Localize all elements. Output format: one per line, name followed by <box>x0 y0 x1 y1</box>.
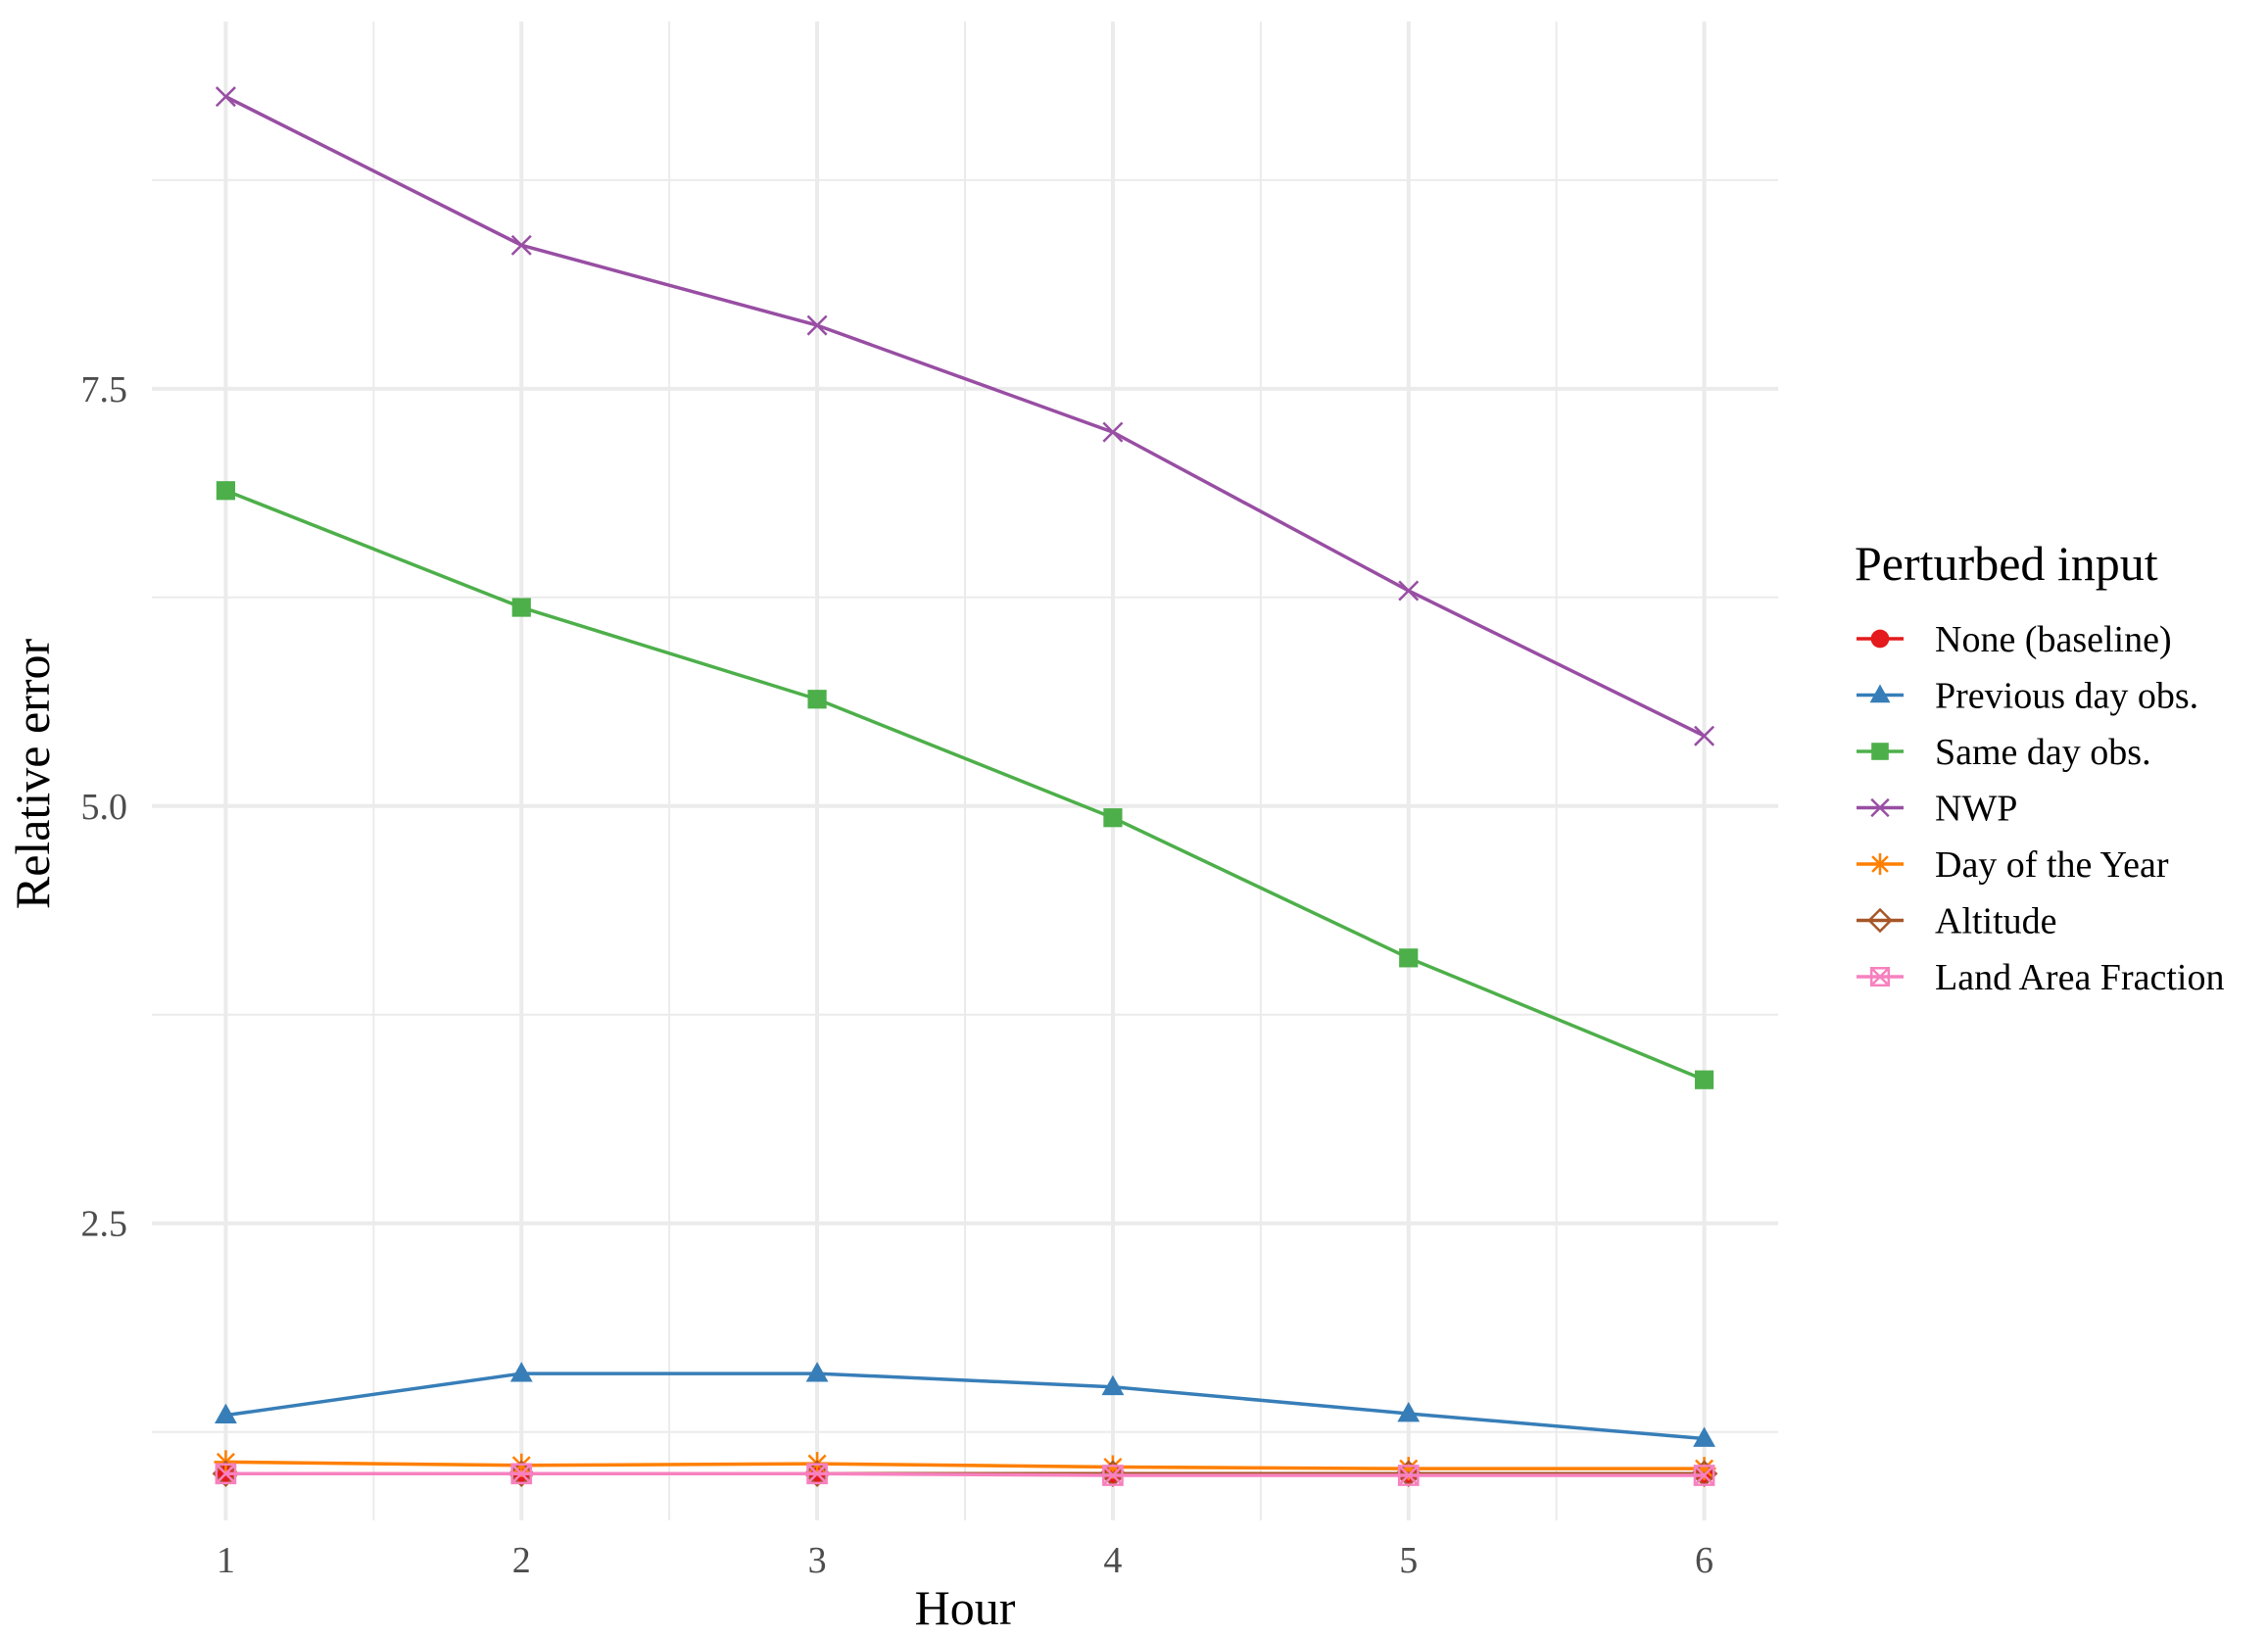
legend-key-marker <box>1870 629 1890 649</box>
data-point <box>1694 1070 1714 1089</box>
data-point <box>216 481 236 501</box>
legend-item: Land Area Fraction <box>1857 957 2224 998</box>
series-line <box>224 489 1706 1082</box>
legend-key-marker <box>1867 907 1893 934</box>
x-tick-label: 2 <box>512 1540 531 1581</box>
data-point <box>507 1460 536 1488</box>
data-point <box>1692 1457 1716 1481</box>
legend-label: Altitude <box>1935 901 2057 942</box>
data-point <box>215 1463 237 1485</box>
grid-minor <box>152 22 1778 1520</box>
x-tick-labels: 1 2 3 4 5 6 <box>217 1540 1713 1581</box>
x-tick-label: 3 <box>808 1540 827 1581</box>
series-land-area-fraction <box>215 1463 1715 1486</box>
legend-item: Same day obs. <box>1857 732 2151 773</box>
legend-item: Altitude <box>1857 901 2057 942</box>
legend-key-marker <box>1869 853 1891 875</box>
data-point <box>1102 1465 1124 1486</box>
data-point <box>1693 1426 1715 1447</box>
legend-item: Previous day obs. <box>1857 676 2198 717</box>
legend-key-marker <box>1871 743 1889 760</box>
data-point <box>1101 1374 1125 1396</box>
x-tick-label: 6 <box>1695 1540 1713 1581</box>
legend-label: NWP <box>1935 789 2017 830</box>
data-point <box>1397 1401 1421 1422</box>
data-point <box>212 1460 240 1488</box>
data-point <box>1693 1465 1715 1486</box>
series-line <box>225 1460 1705 1470</box>
legend-label: Day of the Year <box>1935 844 2169 886</box>
data-point <box>1399 948 1419 968</box>
legend-item: Day of the Year <box>1857 844 2169 886</box>
y-tick-labels: 2.5 5.0 7.5 <box>81 369 128 1245</box>
y-axis-title: Relative error <box>5 639 60 910</box>
data-point <box>803 1460 831 1488</box>
data-point <box>1398 580 1420 602</box>
legend-item: NWP <box>1857 789 2017 830</box>
legend: Perturbed input None (baseline) Previous … <box>1855 536 2224 998</box>
data-point <box>1102 421 1124 443</box>
legend-item: None (baseline) <box>1857 619 2172 660</box>
data-point <box>807 690 827 709</box>
legend-label: Same day obs. <box>1935 732 2151 773</box>
series-layer <box>212 86 1718 1488</box>
data-point <box>511 598 531 617</box>
data-point <box>215 86 236 108</box>
y-tick-label: 2.5 <box>81 1204 128 1245</box>
grid-major <box>152 22 1778 1520</box>
series-line <box>225 1471 1705 1477</box>
data-point <box>510 1463 533 1485</box>
series-previous-day-obs <box>215 1362 1715 1447</box>
data-point <box>1694 725 1715 746</box>
series-same-day-obs <box>216 481 1714 1089</box>
y-tick-label: 7.5 <box>81 369 128 410</box>
legend-title: Perturbed input <box>1855 536 2158 591</box>
x-axis-title: Hour <box>915 1580 1016 1635</box>
x-tick-label: 5 <box>1399 1540 1418 1581</box>
data-point <box>215 1403 237 1424</box>
legend-label: Previous day obs. <box>1935 676 2198 717</box>
data-point <box>1397 1465 1420 1486</box>
series-nwp <box>215 86 1715 746</box>
series-line <box>224 95 1706 738</box>
data-point <box>1103 808 1123 828</box>
legend-key-marker <box>1869 966 1891 987</box>
legend-label: None (baseline) <box>1935 619 2172 660</box>
x-tick-label: 1 <box>217 1540 235 1581</box>
legend-key-marker <box>1870 797 1890 818</box>
data-point <box>806 1463 828 1485</box>
x-tick-label: 4 <box>1103 1540 1122 1581</box>
legend-label: Land Area Fraction <box>1935 957 2224 998</box>
data-point <box>509 1362 533 1382</box>
legend-key-marker <box>1869 684 1891 703</box>
data-point <box>806 314 828 336</box>
data-point <box>805 1362 829 1382</box>
series-line <box>225 1372 1705 1441</box>
data-point <box>1396 1457 1421 1481</box>
y-tick-label: 5.0 <box>81 787 128 828</box>
data-point <box>510 234 532 256</box>
legend-items: None (baseline) Previous day obs. Same day… <box>1857 619 2224 998</box>
